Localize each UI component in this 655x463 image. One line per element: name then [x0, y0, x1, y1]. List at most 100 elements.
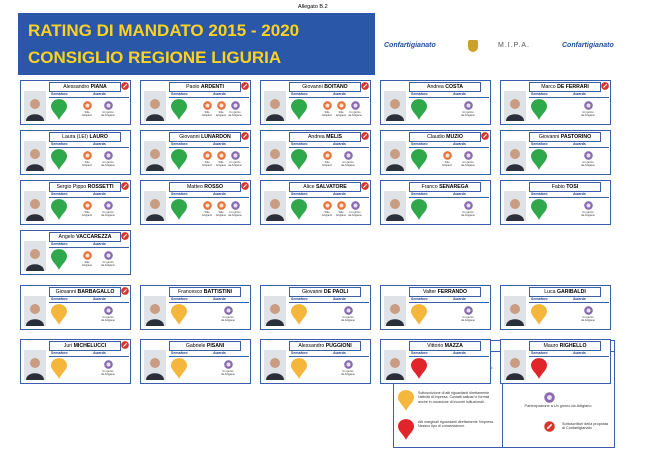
award-label: Stile Artigiano [81, 261, 93, 267]
semaforo-label: Semaforo [411, 92, 428, 96]
photo [504, 191, 526, 221]
award-icon [351, 201, 360, 210]
last-name: MAZZA [444, 343, 463, 349]
first-name: Alessandro [63, 84, 90, 90]
banner: RATING DI MANDATO 2015 - 2020 CONSIGLIO … [18, 13, 375, 75]
award-inner [205, 153, 210, 158]
pin-shape [531, 358, 547, 379]
semaforo-label: Semaforo [411, 192, 428, 196]
award-icon [344, 151, 353, 160]
photo-body [386, 214, 404, 221]
divider [169, 356, 249, 357]
divider [529, 197, 609, 198]
award-inner [205, 203, 210, 208]
badge-mark [363, 134, 367, 138]
awards-label: Awards [453, 142, 466, 146]
member-name: Giovanni BARBAGALLO [49, 287, 121, 297]
member-card: Giovanni LUNARDON Semaforo Awards Stile Art… [140, 130, 251, 175]
badge-mark [363, 184, 367, 188]
divider [289, 356, 369, 357]
photo-head [150, 358, 160, 368]
award-inner [547, 395, 552, 400]
pin-shape [531, 304, 547, 325]
member-card: Alessandro PUGGIONI Semaforo Awards Un gior… [260, 339, 371, 384]
photo-body [146, 164, 164, 171]
photo-head [150, 199, 160, 209]
award-inner [85, 153, 90, 158]
photo [384, 296, 406, 326]
member-name: Giovanni DE PAOLI [289, 287, 361, 297]
divider [49, 247, 129, 248]
award-label: Un giorno da Artigiano [101, 316, 115, 322]
photo-body [386, 114, 404, 121]
photo-body [26, 114, 44, 121]
member-card: Alessandro PIANA Semaforo Awards Stile Arti… [20, 80, 131, 125]
traffic-light [531, 358, 547, 379]
award-icon [544, 392, 555, 403]
photo-body [506, 114, 524, 121]
photo [264, 191, 286, 221]
member-name: Giovanni PASTORINO [529, 132, 601, 142]
award-icon [584, 201, 593, 210]
pin-shape [398, 419, 414, 440]
first-name: Franco [421, 184, 438, 190]
photo-body [146, 214, 164, 221]
member-name: Mauro RIGHELLO [529, 341, 601, 351]
member-card: Francesco BATTISTINI Semaforo Awards Un gio… [140, 285, 251, 330]
award-label: Un giorno da Artigiano [341, 370, 355, 376]
award-icon [203, 151, 212, 160]
award-label: Stile Artigiano [215, 161, 227, 167]
member-card: Valter FERRANDO Semaforo Awards Un giorno d… [380, 285, 491, 330]
member-name: Gabriele PISANI [169, 341, 241, 351]
first-name: Matteo [186, 184, 203, 190]
award-inner [219, 103, 224, 108]
photo-head [270, 199, 280, 209]
pin-shape [51, 358, 67, 379]
first-name: Giovanni [301, 289, 323, 295]
award-icon [241, 82, 249, 90]
award-inner [106, 103, 111, 108]
award-icon [231, 101, 240, 110]
award-icon [443, 151, 452, 160]
award-inner [325, 203, 330, 208]
member-name: Sergio Pippo ROSSETTI [49, 182, 121, 192]
member-card: Luca GARIBALDI Semaforo Awards Un giorno da… [500, 285, 611, 330]
photo-head [30, 149, 40, 159]
award-label: Un giorno da Artigiano [581, 161, 595, 167]
last-name: ROSSO [204, 184, 224, 190]
pin-shape [51, 249, 67, 270]
awards-label: Awards [453, 351, 466, 355]
photo [504, 350, 526, 380]
award-label: Un giorno da Artigiano [228, 161, 242, 167]
award-inner [226, 362, 231, 367]
photo-head [390, 149, 400, 159]
award-inner [586, 308, 591, 313]
award-inner [353, 103, 358, 108]
award-icon [121, 232, 129, 240]
first-name: Laura (LEI) [62, 134, 89, 140]
awards-label: Awards [333, 297, 346, 301]
semaforo-label: Semaforo [171, 297, 188, 301]
award-icon [104, 251, 113, 260]
traffic-light [531, 304, 547, 325]
award-label: Stile Artigiano [215, 111, 227, 117]
award-inner [466, 308, 471, 313]
pin-shape [291, 149, 307, 170]
member-name: Claudio MUZIO [409, 132, 481, 142]
last-name: RIGHELLO [559, 343, 587, 349]
award-label: Stile Artigiano [321, 111, 333, 117]
award-label: Stile Artigiano [215, 211, 227, 217]
semaforo-label: Semaforo [51, 192, 68, 196]
badge-mark [243, 134, 247, 138]
logo-text: Confartigianato [562, 42, 614, 49]
award-label: Un giorno da Artigiano [581, 211, 595, 217]
first-name: Valter [422, 289, 437, 295]
logo-text: M.I.P.A. [498, 42, 530, 49]
divider [409, 302, 489, 303]
traffic-light [51, 358, 67, 379]
first-name: Luca [544, 289, 556, 295]
traffic-light [398, 419, 414, 440]
pin-shape [531, 99, 547, 120]
semaforo-label: Semaforo [531, 297, 548, 301]
